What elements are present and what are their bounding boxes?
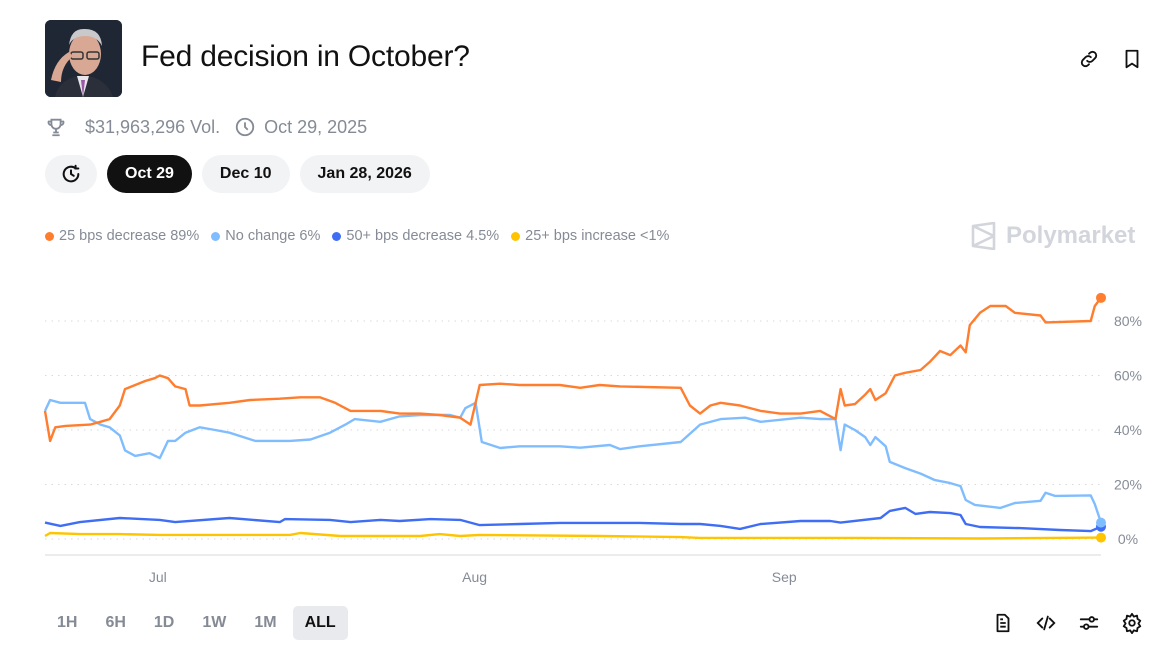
- x-tick-label: Jul: [149, 569, 167, 585]
- portrait-image: [45, 20, 122, 97]
- x-tick-label: Aug: [462, 569, 487, 585]
- link-icon: [1080, 50, 1098, 68]
- end-date-text: Oct 29, 2025: [264, 116, 368, 137]
- bookmark-button[interactable]: [1121, 48, 1143, 70]
- settings-button[interactable]: [1121, 612, 1143, 634]
- copy-link-button[interactable]: [1078, 48, 1100, 70]
- legend-label: 50+ bps decrease 4.5%: [346, 228, 500, 244]
- clock-icon: [235, 117, 255, 137]
- chart-filters-button[interactable]: [1078, 612, 1100, 634]
- legend-dot: [332, 231, 342, 241]
- date-tabs: Oct 29 Dec 10 Jan 28, 2026: [45, 155, 430, 193]
- document-icon: [996, 613, 1010, 633]
- legend-dot: [211, 231, 221, 241]
- tab-dec-10[interactable]: Dec 10: [201, 155, 290, 193]
- series-line-no-change: [43, 398, 1103, 523]
- legend-label: No change 6%: [225, 228, 321, 244]
- rules-button[interactable]: [992, 612, 1014, 634]
- code-icon: [1036, 615, 1056, 631]
- series-line-25-bps-increase: [44, 531, 1102, 540]
- polymarket-watermark: Polymarket: [970, 222, 1135, 250]
- series-end-dot: [1096, 532, 1106, 543]
- series-end-dot: [1096, 292, 1106, 303]
- probability-chart: 0% 20% 40% 60% 80% Jul Aug Sep: [43, 292, 1142, 585]
- range-6h[interactable]: 6H: [105, 614, 126, 631]
- y-tick-label: 0%: [1118, 531, 1138, 547]
- polymarket-logo-icon: [971, 222, 996, 250]
- bookmark-icon: [1125, 49, 1139, 69]
- legend-dot: [511, 231, 521, 241]
- range-all[interactable]: ALL: [292, 606, 348, 640]
- market-thumbnail: [45, 20, 122, 97]
- history-button[interactable]: [45, 155, 97, 193]
- series-line-25-bps-decrease: [43, 297, 1102, 443]
- legend-label: 25 bps decrease 89%: [59, 228, 200, 244]
- market-meta: $31,963,296 Vol. Oct 29, 2025: [45, 116, 367, 138]
- legend-dot: [45, 231, 54, 241]
- y-tick-label: 20%: [1114, 477, 1142, 493]
- volume-text: $31,963,296 Vol.: [85, 116, 221, 137]
- range-1m[interactable]: 1M: [254, 614, 277, 631]
- tab-oct-29[interactable]: Oct 29: [107, 155, 192, 193]
- series-line-50-bps-decrease: [44, 506, 1102, 533]
- range-1h[interactable]: 1H: [57, 614, 78, 631]
- series-end-dot: [1096, 517, 1106, 528]
- y-tick-label: 60%: [1114, 368, 1142, 384]
- legend-item: 25 bps decrease 89%: [45, 228, 199, 244]
- legend-label: 25+ bps increase <1%: [525, 228, 670, 244]
- brand-name: Polymarket: [1006, 222, 1136, 249]
- chart-legend: 25 bps decrease 89% No change 6% 50+ bps…: [45, 228, 669, 244]
- history-clock-icon: [62, 164, 80, 183]
- y-tick-label: 80%: [1114, 313, 1142, 329]
- x-tick-label: Sep: [772, 569, 797, 585]
- gear-icon: [1122, 612, 1142, 634]
- y-tick-label: 40%: [1114, 422, 1142, 438]
- tab-jan-28-2026[interactable]: Jan 28, 2026: [299, 155, 430, 193]
- page-title: Fed decision in October?: [141, 40, 470, 73]
- time-range-selector: 1H 6H 1D 1W 1M ALL: [45, 606, 348, 640]
- legend-item: 50+ bps decrease 4.5%: [332, 228, 499, 244]
- range-1d[interactable]: 1D: [153, 614, 175, 631]
- sliders-icon: [1079, 616, 1099, 630]
- trophy-icon: [47, 118, 65, 137]
- range-1w[interactable]: 1W: [202, 614, 227, 631]
- legend-item: 25+ bps increase <1%: [511, 228, 669, 244]
- legend-item: No change 6%: [211, 228, 320, 244]
- embed-button[interactable]: [1035, 612, 1057, 634]
